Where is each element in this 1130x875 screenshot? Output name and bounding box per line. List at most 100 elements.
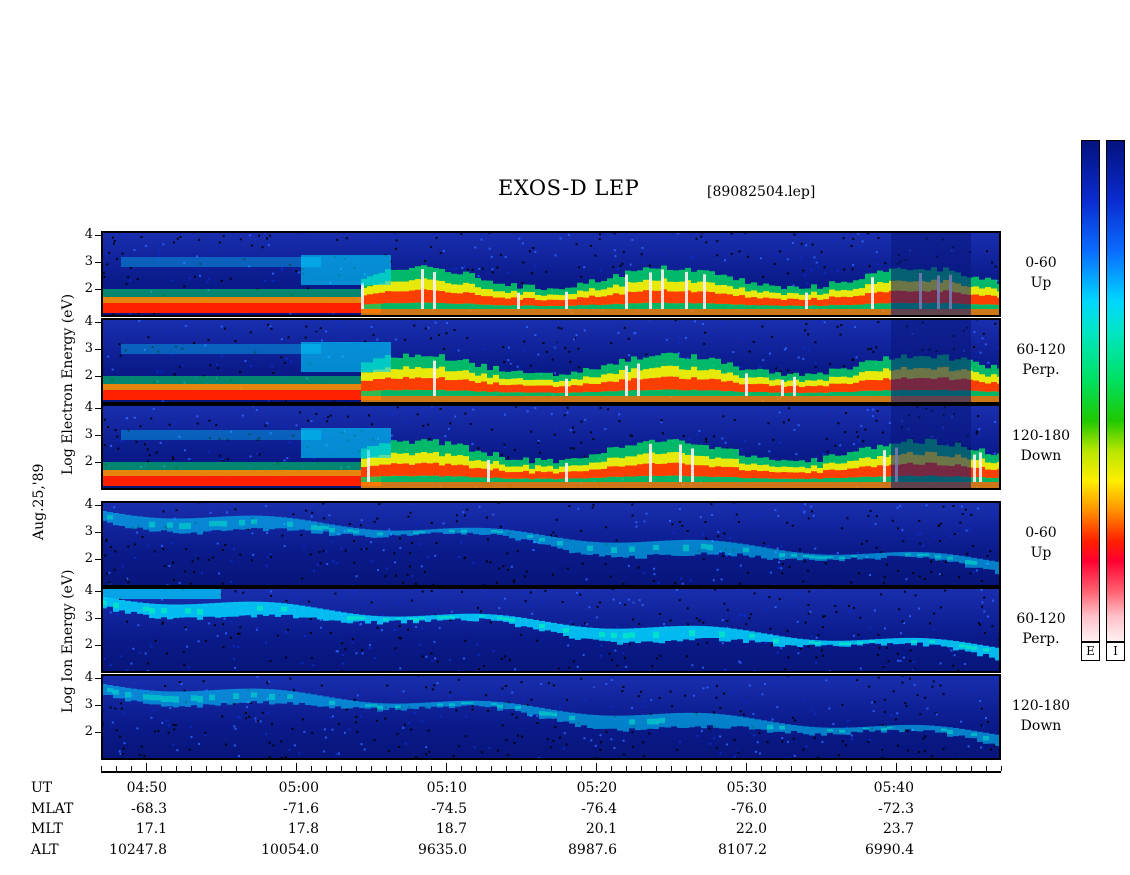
x-minor-tick [191, 766, 192, 771]
mlat-value: -76.4 [581, 801, 617, 817]
x-major-tick [146, 763, 147, 771]
x-minor-tick [941, 766, 942, 771]
x-minor-tick [401, 766, 402, 771]
x-major-tick [296, 763, 297, 771]
y-tick [95, 262, 101, 263]
pitch-range: 120-180 [1011, 428, 1071, 444]
x-minor-tick [821, 766, 822, 771]
x-minor-tick [251, 766, 252, 771]
x-minor-tick [506, 766, 507, 771]
x-minor-tick [491, 766, 492, 771]
y-tick [95, 678, 101, 679]
spectrogram-panel-e-up [101, 231, 1001, 317]
x-major-tick [446, 763, 447, 771]
time-axis [101, 771, 1001, 773]
mlat-value: -71.6 [283, 801, 319, 817]
x-minor-tick [731, 766, 732, 771]
x-minor-tick [911, 766, 912, 771]
x-minor-tick [626, 766, 627, 771]
alt-row-label: ALT [31, 842, 59, 858]
x-minor-tick [791, 766, 792, 771]
x-minor-tick [161, 766, 162, 771]
x-major-tick [896, 763, 897, 771]
x-minor-tick [836, 766, 837, 771]
alt-value: 8987.6 [568, 842, 617, 858]
y-tick-label: 2 [84, 454, 93, 469]
alt-value: 10247.8 [109, 842, 167, 858]
y-tick-label: 2 [84, 281, 93, 296]
y-tick-label: 3 [84, 427, 93, 442]
pitch-direction: Up [1030, 275, 1052, 291]
mlt-value: 20.1 [585, 821, 617, 837]
pitch-direction: Down [1020, 718, 1062, 734]
x-minor-tick [776, 766, 777, 771]
mlat-value: -76.0 [731, 801, 767, 817]
x-minor-tick [551, 766, 552, 771]
y-tick-label: 2 [84, 551, 93, 566]
ut-value: 04:50 [126, 780, 167, 796]
x-minor-tick [221, 766, 222, 771]
spectrogram-i-down [101, 674, 1001, 760]
y-tick [95, 591, 101, 592]
x-minor-tick [956, 766, 957, 771]
x-minor-tick [281, 766, 282, 771]
mlat-value: -72.3 [878, 801, 914, 817]
ut-value: 05:00 [278, 780, 319, 796]
y-tick [95, 732, 101, 733]
y-tick-label: 3 [84, 524, 93, 539]
mlt-value: 17.8 [287, 821, 319, 837]
ut-value: 05:20 [576, 780, 617, 796]
ion-energy-axis-label: Log Ion Energy (eV) [60, 569, 76, 713]
y-tick-label: 4 [84, 583, 93, 598]
x-minor-tick [326, 766, 327, 771]
y-tick-label: 2 [84, 368, 93, 383]
x-minor-tick [236, 766, 237, 771]
y-tick-label: 4 [84, 400, 93, 415]
pitch-angle-label-e-perp: 60-120 Perp. [1008, 340, 1074, 380]
x-minor-tick [581, 766, 582, 771]
x-minor-tick [971, 766, 972, 771]
y-tick [95, 408, 101, 409]
y-tick [95, 289, 101, 290]
x-minor-tick [356, 766, 357, 771]
x-minor-tick [851, 766, 852, 771]
x-minor-tick [641, 766, 642, 771]
x-minor-tick [1001, 766, 1002, 771]
pitch-angle-label-e-up: 0-60 Up [1008, 253, 1074, 293]
spectrogram-e-perp [101, 318, 1001, 404]
x-minor-tick [176, 766, 177, 771]
x-minor-tick [926, 766, 927, 771]
y-tick-label: 4 [84, 670, 93, 685]
pitch-direction: Perp. [1022, 362, 1060, 378]
y-tick [95, 559, 101, 560]
y-tick [95, 322, 101, 323]
pitch-angle-label-e-down: 120-180 Down [1008, 426, 1074, 466]
pitch-direction: Perp. [1022, 631, 1060, 647]
pitch-angle-label-i-down: 120-180 Down [1008, 696, 1074, 736]
x-minor-tick [566, 766, 567, 771]
y-tick [95, 705, 101, 706]
spectrogram-i-perp [101, 587, 1001, 673]
spectrogram-panel-i-up [101, 501, 1001, 587]
ion-colorbar-tag: I [1106, 642, 1125, 661]
y-tick [95, 505, 101, 506]
spectrogram-e-up [101, 231, 1001, 317]
chart-title: EXOS-D LEP [498, 176, 640, 200]
x-minor-tick [686, 766, 687, 771]
x-minor-tick [536, 766, 537, 771]
x-minor-tick [371, 766, 372, 771]
spectrogram-i-up [101, 501, 1001, 587]
mlt-row-label: MLT [31, 821, 63, 837]
x-minor-tick [341, 766, 342, 771]
x-minor-tick [761, 766, 762, 771]
x-minor-tick [311, 766, 312, 771]
x-minor-tick [716, 766, 717, 771]
ut-value: 05:30 [726, 780, 767, 796]
y-tick-label: 2 [84, 724, 93, 739]
pitch-angle-label-i-perp: 60-120 Perp. [1008, 609, 1074, 649]
y-tick [95, 435, 101, 436]
file-name-label: [89082504.lep] [707, 184, 816, 200]
x-minor-tick [266, 766, 267, 771]
pitch-direction: Down [1020, 448, 1062, 464]
mlt-value: 18.7 [435, 821, 467, 837]
